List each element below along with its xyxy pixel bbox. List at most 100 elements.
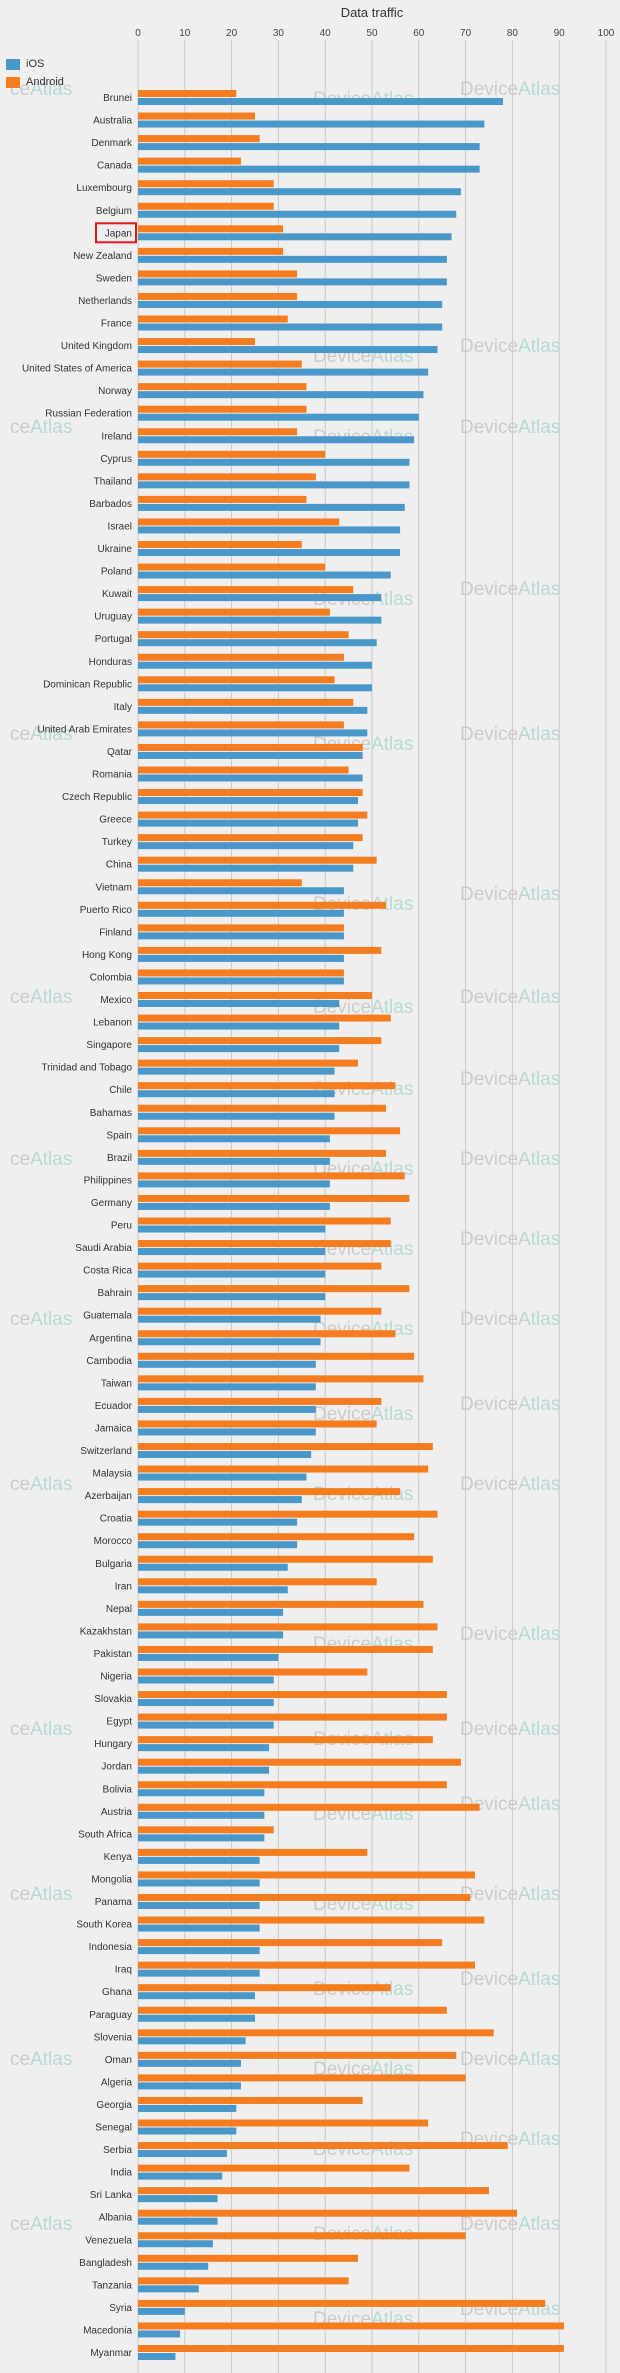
category-label: Slovenia xyxy=(94,2032,133,2043)
category-label: Spain xyxy=(106,1130,132,1141)
bar-android xyxy=(138,292,298,300)
bar-android xyxy=(138,360,302,368)
category-label: Jordan xyxy=(101,1762,132,1773)
bar-android xyxy=(138,450,326,458)
bar-ios xyxy=(138,526,401,534)
bar-android xyxy=(138,834,363,842)
watermark-text: ceAtlas xyxy=(10,1719,72,1740)
category-label: Austria xyxy=(101,1807,133,1818)
watermark-brand-accent: Atlas xyxy=(518,1624,560,1645)
bar-android xyxy=(138,766,349,774)
bar-android xyxy=(138,1939,443,1947)
bar-android xyxy=(138,1014,391,1022)
bar-ios xyxy=(138,2240,213,2248)
watermark-text: DeviceAtlas xyxy=(460,79,560,100)
watermark-text: DeviceAtlas xyxy=(460,1474,560,1495)
category-label: Qatar xyxy=(107,747,133,758)
bar-ios xyxy=(138,143,480,151)
category-label: Switzerland xyxy=(80,1446,132,1457)
bar-ios xyxy=(138,2285,199,2293)
bar-android xyxy=(138,495,307,503)
bar-ios xyxy=(138,1180,330,1188)
bar-ios xyxy=(138,98,504,105)
category-label: Turkey xyxy=(102,837,132,848)
category-label: Chile xyxy=(109,1085,132,1096)
bar-android xyxy=(138,653,344,661)
category-labels: Brunei Australia Denmark Canada Luxembourg Be… xyxy=(22,93,133,2359)
category-label: Iraq xyxy=(115,1965,132,1976)
watermark-brand: ce xyxy=(10,724,30,745)
watermark-brand-accent: Atlas xyxy=(30,1884,72,1905)
bar-ios xyxy=(138,1067,335,1075)
bar-ios xyxy=(138,1744,270,1752)
bar-ios xyxy=(138,1992,255,2000)
category-label: Indonesia xyxy=(89,1942,133,1953)
bar-ios xyxy=(138,1135,330,1143)
bar-ios xyxy=(138,594,382,602)
bar-ios xyxy=(138,1766,270,1774)
category-label: Sri Lanka xyxy=(90,2190,133,2201)
bar-android xyxy=(138,2029,494,2037)
bar-ios xyxy=(138,751,363,759)
category-label: Luxembourg xyxy=(76,183,132,194)
category-label: Serbia xyxy=(103,2145,132,2156)
bar-ios xyxy=(138,2330,181,2338)
bar-ios xyxy=(138,233,452,241)
x-tick-label: 30 xyxy=(273,28,285,39)
bar-ios xyxy=(138,1428,316,1436)
watermark-brand: Device xyxy=(460,2214,518,2235)
watermark-text: DeviceAtlas xyxy=(460,417,560,438)
category-label: Finland xyxy=(99,927,132,938)
bar-android xyxy=(138,1510,438,1518)
watermark-brand-accent: Atlas xyxy=(518,1719,560,1740)
bar-android xyxy=(138,1443,433,1450)
category-label: France xyxy=(101,319,133,330)
category-label: Nepal xyxy=(106,1604,132,1615)
bar-ios xyxy=(138,1473,307,1481)
bar-android xyxy=(138,541,302,548)
watermark-brand-accent: Atlas xyxy=(518,579,560,600)
category-label: Brazil xyxy=(107,1153,132,1164)
bar-android xyxy=(138,608,330,616)
bar-ios xyxy=(138,1360,316,1368)
x-tick-label: 0 xyxy=(135,28,141,39)
bar-android xyxy=(138,2119,429,2127)
watermark-brand: Device xyxy=(460,2049,518,2070)
category-label: Romania xyxy=(92,770,132,781)
category-label: Ghana xyxy=(102,1987,132,1998)
category-label: Bahrain xyxy=(98,1288,132,1299)
legend-label-ios: iOS xyxy=(26,58,45,70)
watermark-text: DeviceAtlas xyxy=(460,1624,560,1645)
category-label: Russian Federation xyxy=(45,409,132,420)
watermark-brand-accent: Atlas xyxy=(30,1474,72,1495)
bar-android xyxy=(138,1375,424,1383)
watermark-brand: Device xyxy=(460,1394,518,1415)
bar-ios xyxy=(138,1676,274,1684)
bar-android xyxy=(138,405,307,413)
watermark-text: ceAtlas xyxy=(10,417,72,438)
bar-ios xyxy=(138,909,344,917)
category-label: Algeria xyxy=(101,2077,133,2088)
category-label: Israel xyxy=(108,521,132,532)
watermark-text: DeviceAtlas xyxy=(460,1309,560,1330)
category-label: Jamaica xyxy=(95,1423,133,1434)
bar-ios xyxy=(138,1045,340,1053)
bar-ios xyxy=(138,1947,260,1955)
bar-android xyxy=(138,811,368,819)
category-label: United Arab Emirates xyxy=(38,724,133,735)
bar-android xyxy=(138,2006,447,2014)
bar-android xyxy=(138,1352,415,1360)
bar-ios xyxy=(138,1586,288,1594)
bar-android xyxy=(138,563,326,571)
legend-swatch-ios xyxy=(6,58,20,70)
category-label: Panama xyxy=(95,1897,133,1908)
bar-android xyxy=(138,2254,358,2262)
bar-android xyxy=(138,1330,396,1338)
bar-android xyxy=(138,338,255,346)
watermark-brand: ce xyxy=(10,2049,30,2070)
watermark-brand-accent: Atlas xyxy=(371,1404,413,1425)
bar-android xyxy=(138,586,354,594)
bar-android xyxy=(138,225,284,233)
category-label: Ukraine xyxy=(98,544,133,555)
